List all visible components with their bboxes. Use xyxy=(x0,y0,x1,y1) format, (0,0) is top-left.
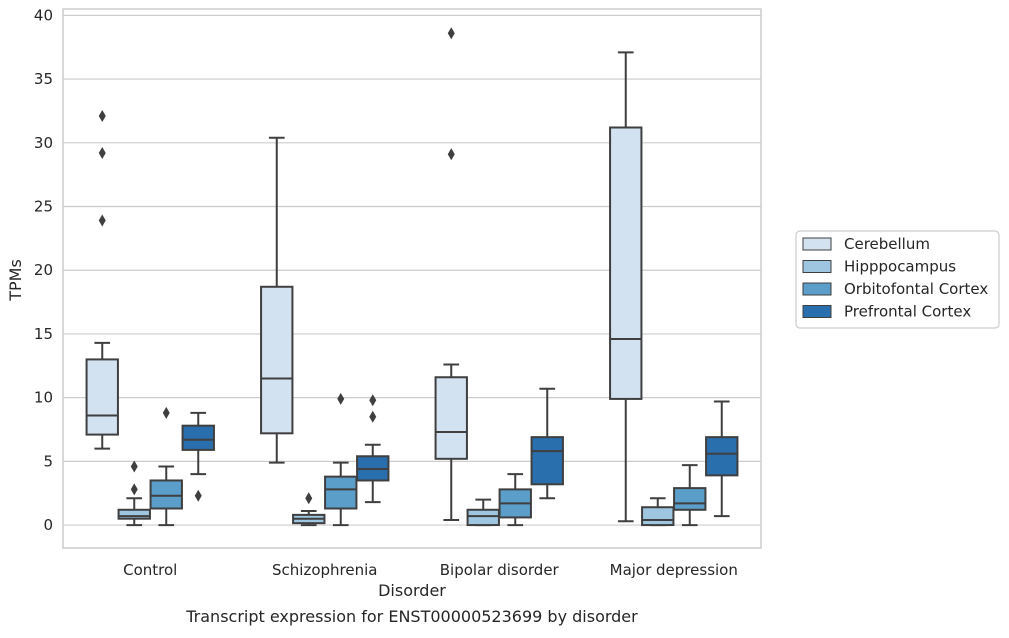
outlier-point xyxy=(305,492,313,505)
box-prefrontal-cortex xyxy=(705,400,739,518)
legend-swatch xyxy=(802,282,832,296)
plot-area-frame xyxy=(62,8,762,549)
box-prefrontal-cortex xyxy=(356,394,390,504)
box-iqr xyxy=(117,508,151,520)
box-orbitofontal-cortex xyxy=(149,406,183,527)
outlier-point xyxy=(194,489,202,502)
y-tick-label: 5 xyxy=(43,452,53,470)
legend-frame xyxy=(795,230,1000,329)
outlier-point xyxy=(130,460,138,473)
y-tick-label: 40 xyxy=(34,6,53,24)
box-iqr xyxy=(434,376,468,460)
box-orbitofontal-cortex xyxy=(324,392,358,527)
y-tick-label: 25 xyxy=(34,198,53,216)
box-prefrontal-cortex xyxy=(181,411,215,502)
outlier-point xyxy=(98,110,106,123)
box-orbitofontal-cortex xyxy=(498,473,532,527)
legend-label: Orbitofontal Cortex xyxy=(844,280,988,298)
y-tick-label: 20 xyxy=(34,261,53,279)
box-prefrontal-cortex xyxy=(530,387,564,500)
x-tick-label: Control xyxy=(123,561,177,579)
box-iqr xyxy=(85,358,119,436)
box-iqr xyxy=(609,126,643,400)
outlier-point xyxy=(447,27,455,40)
box-iqr xyxy=(530,436,564,486)
legend-swatch xyxy=(802,260,832,273)
legend: Cerebellum Hipppocampus Orbitofontal Corte… xyxy=(795,230,1000,329)
outlier-point xyxy=(447,148,455,161)
box-iqr xyxy=(324,475,358,510)
legend-label: Prefrontal Cortex xyxy=(844,303,971,321)
box-cerebellum xyxy=(609,51,643,523)
chart-caption: Transcript expression for ENST0000052369… xyxy=(185,607,638,626)
x-axis-label: Disorder xyxy=(378,581,446,600)
outlier-point xyxy=(369,410,377,423)
y-tick-label: 0 xyxy=(43,516,53,534)
box-cerebellum xyxy=(85,110,119,450)
box-hipppocampus xyxy=(466,498,500,527)
outlier-point xyxy=(98,214,106,227)
y-tick-label: 10 xyxy=(34,389,53,407)
outlier-point xyxy=(130,483,138,496)
legend-swatch xyxy=(802,237,832,251)
boxes-layer xyxy=(85,27,739,527)
box-iqr xyxy=(705,436,739,477)
y-tick-label: 15 xyxy=(34,325,53,343)
box-iqr xyxy=(466,508,500,527)
legend-label: Hipppocampus xyxy=(844,258,956,276)
y-tick-label: 35 xyxy=(34,70,53,88)
box-hipppocampus xyxy=(292,492,326,527)
outlier-point xyxy=(337,392,345,405)
legend-swatch xyxy=(802,305,832,318)
box-iqr xyxy=(149,479,183,510)
x-tick-label: Major depression xyxy=(610,561,738,579)
outlier-point xyxy=(162,406,170,419)
outlier-point xyxy=(369,394,377,407)
box-hipppocampus xyxy=(641,497,675,527)
box-cerebellum xyxy=(434,27,468,521)
outlier-point xyxy=(98,146,106,159)
box-iqr xyxy=(641,506,675,527)
x-axis-ticks: Control Schizophrenia Bipolar disorder Majo… xyxy=(123,561,738,579)
gridlines xyxy=(63,14,761,526)
box-iqr xyxy=(673,487,707,511)
box-cerebellum xyxy=(260,136,294,464)
x-tick-label: Bipolar disorder xyxy=(440,561,560,579)
box-iqr xyxy=(181,424,215,451)
legend-label: Cerebellum xyxy=(844,235,930,253)
box-iqr xyxy=(260,285,294,435)
box-hipppocampus xyxy=(117,460,151,527)
y-axis-label: TPMs xyxy=(6,259,25,302)
y-tick-label: 30 xyxy=(34,134,53,152)
y-axis-ticks: 0 5 10 15 20 25 30 35 40 xyxy=(34,6,53,534)
x-tick-label: Schizophrenia xyxy=(272,561,377,579)
box-orbitofontal-cortex xyxy=(673,464,707,527)
